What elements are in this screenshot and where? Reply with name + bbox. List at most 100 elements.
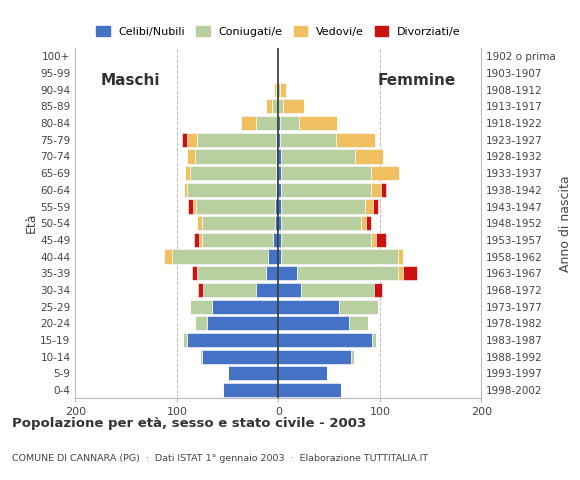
Bar bbox=[403, 266, 418, 280]
Bar bbox=[278, 366, 327, 381]
Bar bbox=[278, 132, 280, 147]
Bar bbox=[398, 266, 403, 280]
Bar bbox=[192, 266, 197, 280]
Bar bbox=[365, 216, 371, 230]
Bar bbox=[280, 132, 336, 147]
Bar bbox=[266, 99, 273, 113]
Bar bbox=[354, 149, 383, 164]
Bar bbox=[193, 199, 196, 214]
Bar bbox=[203, 283, 256, 297]
Text: Femmine: Femmine bbox=[378, 73, 456, 88]
Bar bbox=[278, 199, 281, 214]
Bar bbox=[278, 300, 339, 314]
Bar bbox=[268, 250, 278, 264]
Bar bbox=[187, 149, 195, 164]
Bar bbox=[276, 149, 278, 164]
Bar bbox=[276, 199, 278, 214]
Bar bbox=[373, 199, 378, 214]
Bar bbox=[351, 349, 353, 364]
Bar bbox=[200, 233, 202, 247]
Bar bbox=[278, 216, 281, 230]
Bar bbox=[184, 183, 187, 197]
Bar bbox=[185, 166, 190, 180]
Bar bbox=[376, 233, 386, 247]
Bar bbox=[197, 132, 276, 147]
Text: COMUNE DI CANNARA (PG)  ·  Dati ISTAT 1° gennaio 2003  ·  Elaborazione TUTTITALI: COMUNE DI CANNARA (PG) · Dati ISTAT 1° g… bbox=[12, 454, 427, 463]
Bar bbox=[276, 132, 278, 147]
Bar bbox=[197, 216, 202, 230]
Bar bbox=[278, 233, 281, 247]
Bar bbox=[280, 83, 285, 97]
Bar bbox=[274, 83, 276, 97]
Bar bbox=[278, 383, 341, 397]
Bar bbox=[278, 149, 281, 164]
Bar bbox=[241, 116, 256, 130]
Bar bbox=[187, 183, 276, 197]
Bar bbox=[182, 132, 187, 147]
Bar bbox=[278, 250, 281, 264]
Bar bbox=[207, 316, 278, 330]
Bar bbox=[381, 183, 386, 197]
Bar bbox=[266, 266, 278, 280]
Bar bbox=[195, 149, 276, 164]
Bar bbox=[280, 116, 299, 130]
Bar bbox=[281, 183, 371, 197]
Bar bbox=[172, 250, 268, 264]
Bar bbox=[278, 183, 281, 197]
Bar bbox=[299, 116, 337, 130]
Bar bbox=[183, 333, 187, 347]
Bar bbox=[256, 116, 278, 130]
Bar bbox=[281, 199, 365, 214]
Bar bbox=[281, 216, 361, 230]
Bar bbox=[398, 250, 403, 264]
Bar bbox=[190, 166, 276, 180]
Bar bbox=[336, 132, 375, 147]
Bar bbox=[365, 199, 373, 214]
Bar bbox=[276, 166, 278, 180]
Bar bbox=[281, 166, 371, 180]
Bar bbox=[187, 132, 197, 147]
Bar bbox=[202, 349, 278, 364]
Bar bbox=[281, 149, 354, 164]
Bar bbox=[212, 300, 278, 314]
Bar bbox=[276, 83, 278, 97]
Bar bbox=[202, 216, 276, 230]
Bar bbox=[276, 183, 278, 197]
Bar bbox=[273, 233, 278, 247]
Bar bbox=[371, 183, 381, 197]
Bar bbox=[227, 366, 278, 381]
Bar bbox=[284, 99, 304, 113]
Bar bbox=[194, 233, 199, 247]
Text: Popolazione per età, sesso e stato civile - 2003: Popolazione per età, sesso e stato civil… bbox=[12, 417, 366, 430]
Bar bbox=[198, 283, 203, 297]
Bar bbox=[278, 83, 280, 97]
Bar bbox=[278, 316, 349, 330]
Bar bbox=[371, 233, 376, 247]
Bar bbox=[273, 99, 278, 113]
Bar bbox=[372, 333, 376, 347]
Bar bbox=[278, 166, 281, 180]
Bar bbox=[278, 266, 296, 280]
Bar bbox=[339, 300, 378, 314]
Bar bbox=[349, 316, 368, 330]
Bar bbox=[195, 316, 207, 330]
Bar bbox=[281, 250, 398, 264]
Bar bbox=[361, 216, 365, 230]
Legend: Celibi/Nubili, Coniugati/e, Vedovi/e, Divorziati/e: Celibi/Nubili, Coniugati/e, Vedovi/e, Di… bbox=[92, 22, 465, 41]
Bar bbox=[202, 233, 273, 247]
Y-axis label: Anno di nascita: Anno di nascita bbox=[559, 175, 572, 272]
Bar bbox=[374, 283, 382, 297]
Bar bbox=[187, 333, 278, 347]
Y-axis label: Età: Età bbox=[24, 213, 38, 233]
Bar bbox=[281, 233, 371, 247]
Bar bbox=[278, 99, 284, 113]
Bar bbox=[196, 199, 276, 214]
Bar bbox=[276, 216, 278, 230]
Bar bbox=[296, 266, 398, 280]
Bar bbox=[278, 283, 300, 297]
Bar bbox=[200, 349, 202, 364]
Bar bbox=[223, 383, 278, 397]
Bar bbox=[278, 116, 280, 130]
Bar bbox=[278, 333, 372, 347]
Bar bbox=[278, 349, 351, 364]
